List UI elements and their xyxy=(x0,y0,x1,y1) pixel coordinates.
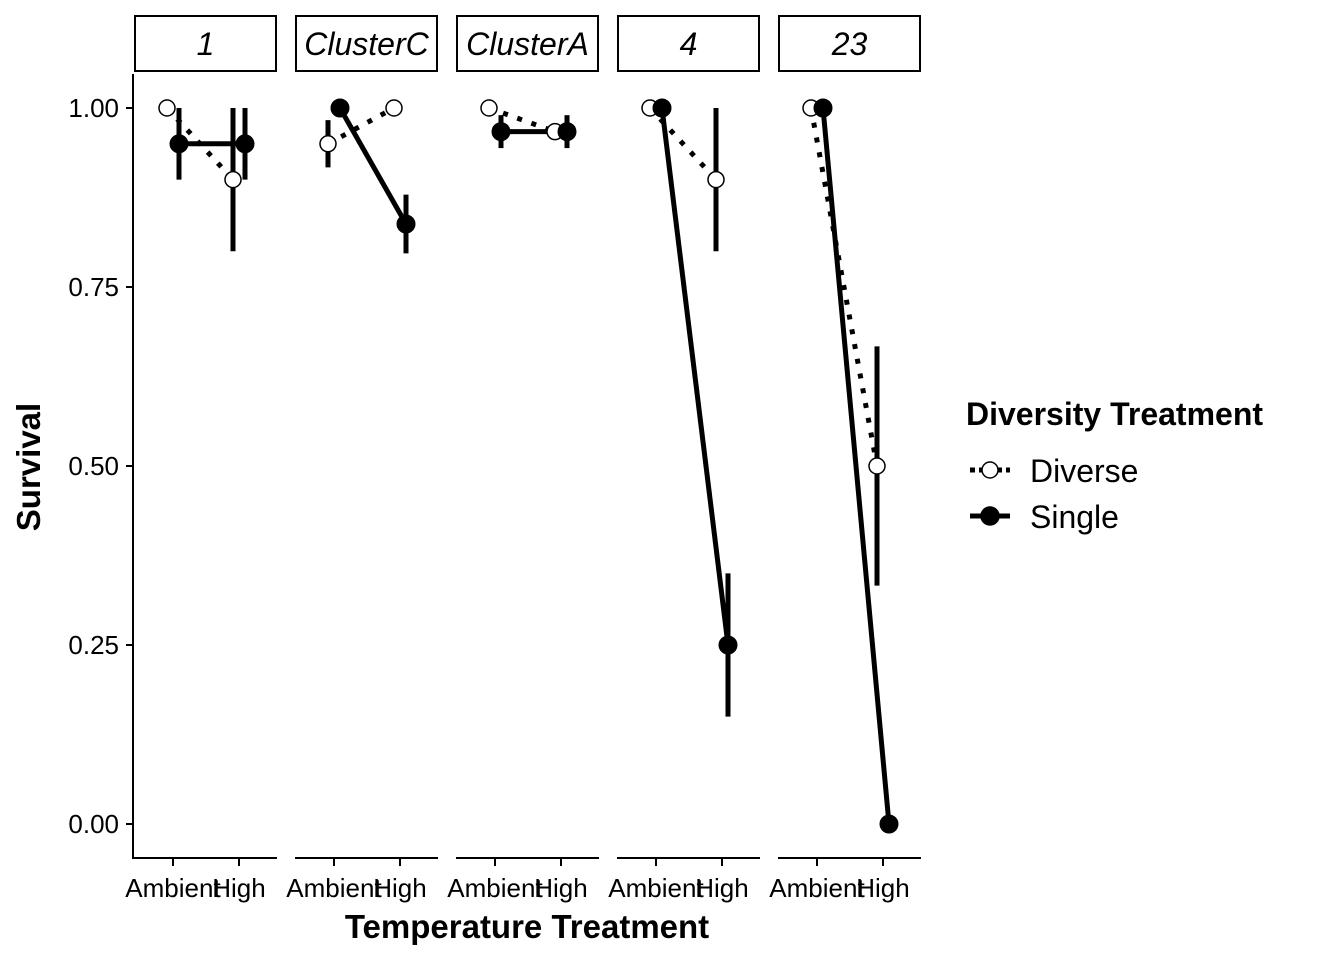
strip-box xyxy=(456,15,599,72)
x-tick-label: High xyxy=(534,873,587,903)
strip-box xyxy=(617,15,760,72)
x-tick-label: Ambient xyxy=(286,873,382,903)
point-single xyxy=(491,122,511,142)
legend-label-single: Single xyxy=(1030,499,1119,535)
series-line-single xyxy=(659,107,731,646)
x-axis-title: Temperature Treatment xyxy=(345,908,709,945)
point-single xyxy=(169,134,189,154)
x-tick-label: High xyxy=(373,873,426,903)
point-diverse xyxy=(385,99,403,117)
x-tick-label: High xyxy=(695,873,748,903)
strip-label: ClusterA xyxy=(466,26,589,62)
series-line-single xyxy=(820,107,892,825)
point-single xyxy=(718,635,738,655)
y-tick-label: 1.00 xyxy=(68,93,119,123)
point-diverse xyxy=(158,99,176,117)
point-single xyxy=(652,98,672,118)
point-diverse xyxy=(868,457,886,475)
strip-label: 1 xyxy=(197,26,215,62)
legend-key-single xyxy=(970,506,1010,526)
strip-box xyxy=(134,15,277,72)
point-diverse xyxy=(319,135,337,153)
series-line-diverse xyxy=(326,105,396,146)
series-line-diverse xyxy=(808,107,880,467)
series-line-single xyxy=(337,106,409,226)
strip-label: 4 xyxy=(680,26,698,62)
point-single xyxy=(235,134,255,154)
legend-key-diverse xyxy=(970,461,1010,479)
legend-key-marker xyxy=(981,461,999,479)
legend-key-marker xyxy=(980,506,1000,526)
x-tick-label: High xyxy=(856,873,909,903)
strip-label: ClusterC xyxy=(304,26,429,62)
y-tick-label: 0.50 xyxy=(68,451,119,481)
strip-label: 23 xyxy=(831,26,868,62)
y-tick-label: 0.25 xyxy=(68,630,119,660)
point-diverse xyxy=(707,170,725,189)
x-tick-label: Ambient xyxy=(125,873,221,903)
point-single xyxy=(557,122,577,142)
y-tick-label: 0.75 xyxy=(68,272,119,302)
legend-title: Diversity Treatment xyxy=(966,396,1263,432)
y-tick-label: 0.00 xyxy=(68,809,119,839)
point-single xyxy=(396,214,416,234)
point-single xyxy=(813,98,833,118)
x-tick-label: Ambient xyxy=(447,873,543,903)
strip-box xyxy=(778,15,921,72)
strip-box xyxy=(295,15,438,72)
point-diverse xyxy=(224,170,242,189)
x-tick-label: Ambient xyxy=(608,873,704,903)
legend: Diversity Treatment Diverse Single xyxy=(966,396,1263,535)
x-tick-label: High xyxy=(212,873,265,903)
point-single xyxy=(879,814,899,834)
y-axis: 0.00 0.25 0.50 0.75 1.00 xyxy=(68,74,134,859)
y-axis-title: Survival xyxy=(10,403,47,531)
series-line-diverse xyxy=(648,106,718,182)
facet-panels: 1AmbientHighClusterCAmbientHighClusterAA… xyxy=(125,15,921,903)
legend-label-diverse: Diverse xyxy=(1030,453,1138,489)
point-diverse xyxy=(480,99,498,117)
point-single xyxy=(330,98,350,118)
x-tick-label: Ambient xyxy=(769,873,865,903)
